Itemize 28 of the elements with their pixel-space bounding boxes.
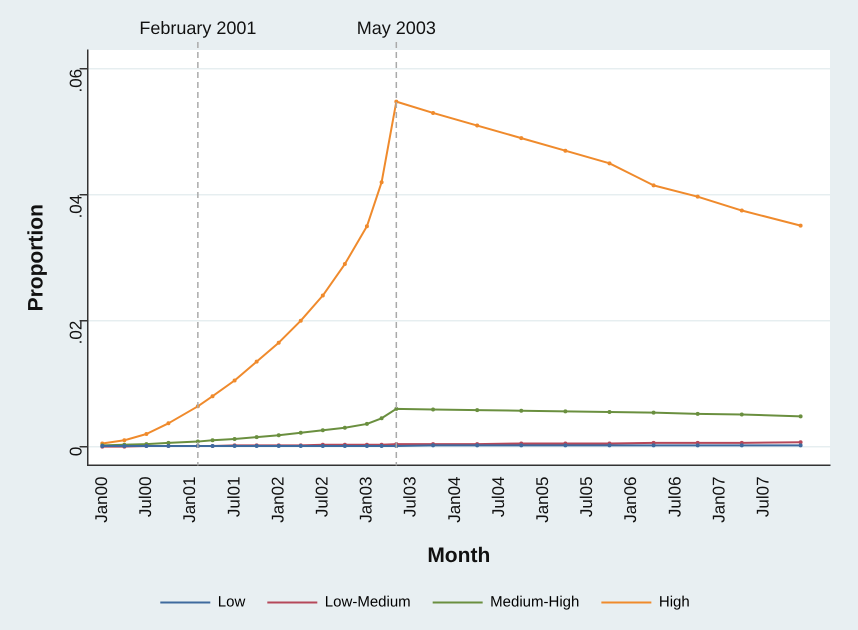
ref-line-label: May 2003 [356, 18, 436, 38]
x-tick-label: Jul07 [754, 476, 773, 518]
legend-label: Low-Medium [324, 594, 411, 611]
x-tick-label: Jan07 [709, 476, 728, 523]
x-tick-label: Jul02 [312, 476, 332, 518]
y-tick-label: 0 [66, 446, 86, 456]
ref-line-label: February 2001 [139, 18, 256, 38]
x-tick-label: Jan04 [444, 476, 464, 523]
x-tick-label: Jan00 [92, 476, 111, 523]
y-tick-label: .06 [66, 68, 86, 93]
x-tick-label: Jul06 [665, 476, 684, 518]
x-tick-label: Jan06 [621, 476, 640, 523]
legend-label: Medium-High [490, 594, 580, 611]
legend-label: High [658, 594, 690, 611]
x-tick-label: Jul00 [136, 476, 156, 518]
x-tick-label: Jan03 [356, 476, 376, 523]
y-tick-label: .04 [66, 194, 86, 218]
y-axis-title: Proportion [24, 204, 48, 312]
x-tick-label: Jul03 [400, 476, 420, 518]
x-tick-label: Jan05 [533, 476, 552, 523]
legend-label: Low [218, 594, 246, 611]
x-axis-title: Month [427, 544, 490, 568]
x-tick-label: Jan01 [180, 476, 200, 523]
x-tick-label: Jan02 [268, 476, 288, 523]
y-tick-label: .02 [66, 320, 86, 344]
x-tick-label: Jul01 [224, 476, 244, 518]
x-tick-label: Jul05 [577, 476, 596, 518]
x-tick-label: Jul04 [488, 476, 508, 518]
